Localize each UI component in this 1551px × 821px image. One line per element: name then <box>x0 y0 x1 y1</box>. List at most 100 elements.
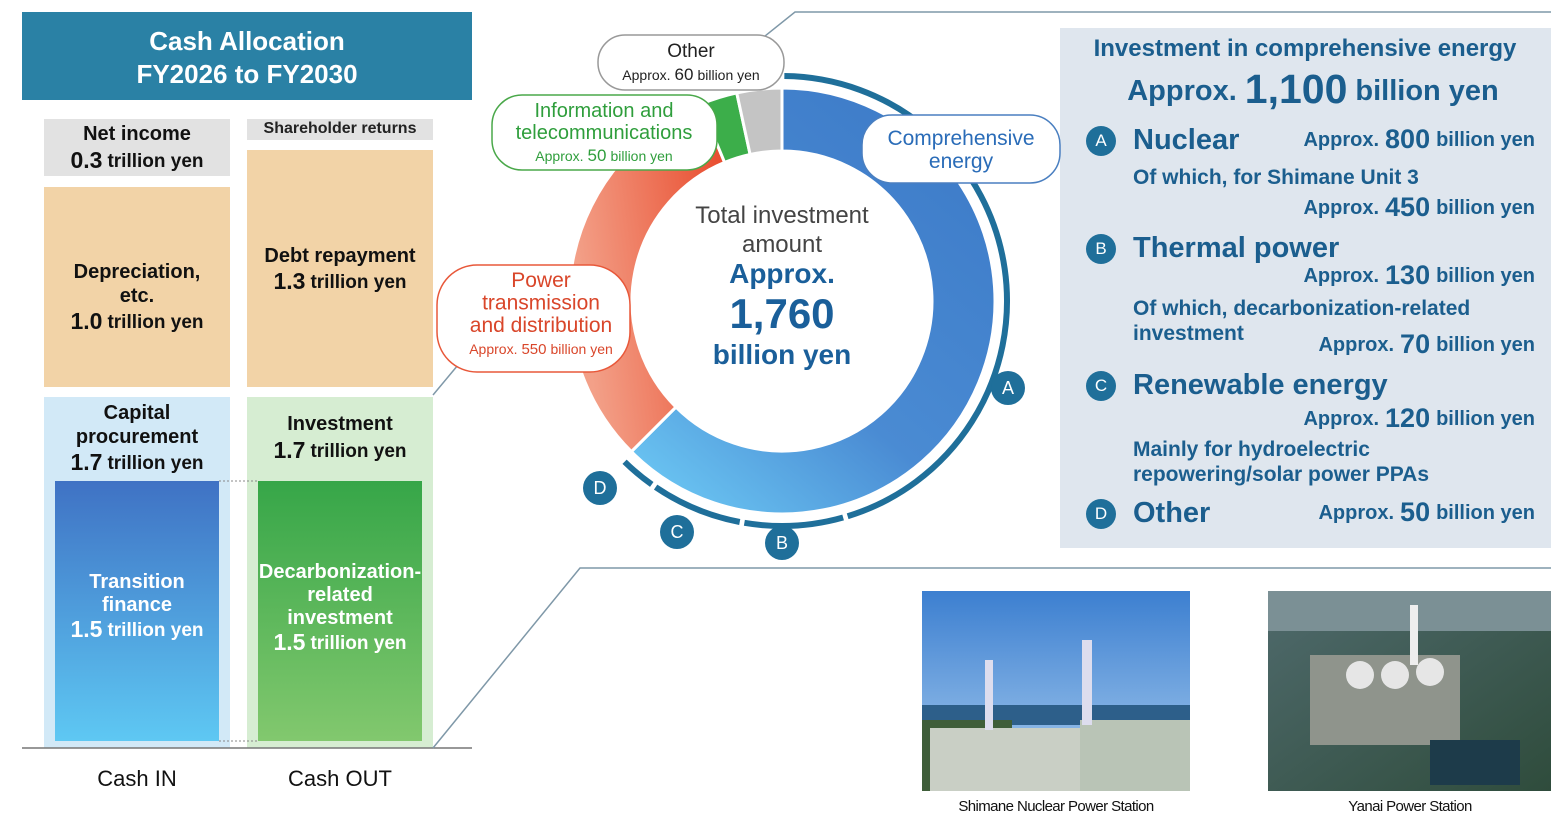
item-note-amount: Approx. 70 billion yen <box>1318 329 1535 359</box>
block-name: Transition <box>89 571 185 593</box>
text-part: Approx. <box>1303 197 1379 219</box>
text-part: related <box>307 584 373 606</box>
block-name: related <box>307 584 373 606</box>
photo-caption: Yanai Power Station <box>1348 798 1472 815</box>
text-part: energy <box>929 150 994 173</box>
text-part: Mainly for hydroelectric <box>1133 438 1370 461</box>
letter-badge <box>765 526 799 560</box>
item-amount: Approx. 130 billion yen <box>1303 260 1535 290</box>
shareholder-box <box>247 119 433 140</box>
text-part: trillion yen <box>310 272 406 293</box>
decarbonization-bar <box>258 481 422 741</box>
item-amount: Approx. 120 billion yen <box>1303 403 1535 433</box>
debt-box <box>247 150 433 387</box>
text-part: trillion yen <box>107 151 203 172</box>
text-part: Shimane Nuclear Power Station <box>958 798 1153 815</box>
item-note: investment <box>1133 322 1244 345</box>
text-part: and distribution <box>470 314 612 337</box>
text-part: 1.5 <box>273 629 305 655</box>
text-part: Approx. <box>469 341 517 357</box>
text-part: Approx. <box>535 148 583 164</box>
letter: D <box>594 478 607 498</box>
text-part: billion yen <box>1355 75 1498 107</box>
text-part: 1,100 <box>1245 66 1348 112</box>
text-part: Cash Allocation <box>149 26 345 56</box>
item-amount: Approx. 800 billion yen <box>1303 124 1535 154</box>
photo <box>922 591 1190 791</box>
text-part: 1.7 <box>273 437 305 463</box>
bubble-amount: Approx. 60 billion yen <box>622 65 759 84</box>
text-part: billion yen <box>697 67 759 83</box>
text-part: Approx. <box>729 258 835 289</box>
breakdown-panel <box>1060 28 1551 548</box>
other-bubble <box>597 34 785 91</box>
text-part: 0.3 <box>70 147 102 173</box>
letter: B <box>776 533 788 553</box>
text-part: investment <box>1133 322 1244 345</box>
text-part: transmission <box>482 291 600 314</box>
item-note: repowering/solar power PPAs <box>1133 463 1429 486</box>
block-name: Investment <box>287 413 393 435</box>
text-part: D <box>1095 504 1107 523</box>
text-part: Shareholder returns <box>264 120 417 137</box>
bubble-title: telecommunications <box>516 122 693 144</box>
text-part: 1.7 <box>70 449 102 475</box>
block-amount: 1.7 trillion yen <box>273 437 406 463</box>
net-income-box <box>44 119 230 176</box>
block-amount: 1.0 trillion yen <box>70 308 203 334</box>
bubble-title: transmission <box>482 291 600 314</box>
sub-arc <box>743 514 844 529</box>
item-note: Mainly for hydroelectric <box>1133 438 1370 461</box>
bubble-title: Comprehensive <box>887 127 1034 150</box>
letter: B <box>1095 239 1106 258</box>
text-part: Approx. <box>1318 502 1394 524</box>
center-total: 1,760 <box>729 290 834 337</box>
center-text: amount <box>742 231 822 258</box>
text-part: Nuclear <box>1133 124 1239 156</box>
item-note: Of which, for Shimane Unit 3 <box>1133 166 1419 189</box>
letter-badge <box>1086 371 1116 401</box>
text-part: billion yen <box>1436 265 1535 287</box>
bubble-title: Other <box>667 41 715 62</box>
text-part: Comprehensive <box>887 127 1034 150</box>
text-part: 1.5 <box>70 616 102 642</box>
block-name: Capital <box>104 402 171 424</box>
header-title: Cash Allocation <box>149 26 345 56</box>
text-part: telecommunications <box>516 122 693 144</box>
text-part: Information and <box>535 100 674 122</box>
donut-segment <box>629 86 997 516</box>
sub-arc <box>653 484 741 525</box>
text-part: Approx. <box>1303 129 1379 151</box>
text-part: 120 <box>1385 403 1430 433</box>
text-part: C <box>671 522 684 542</box>
item-name: Other <box>1133 497 1210 529</box>
bubble-title: Power <box>511 269 571 292</box>
text-part: Transition <box>89 571 185 593</box>
text-part: repowering/solar power PPAs <box>1133 463 1429 486</box>
text-part: Cash IN <box>97 766 176 791</box>
text-part: 450 <box>1385 192 1430 222</box>
letter-badge <box>1086 234 1116 264</box>
text-part: Other <box>667 41 715 62</box>
text-part: Of which, decarbonization-related <box>1133 297 1470 320</box>
photo-caption: Shimane Nuclear Power Station <box>958 798 1153 815</box>
letter-badge <box>583 471 617 505</box>
text-part: Investment <box>287 413 393 435</box>
text-part: Approx. <box>1303 408 1379 430</box>
comprehensive-bubble <box>861 114 1061 184</box>
text-part: Capital <box>104 402 171 424</box>
text-part: FY2026 to FY2030 <box>136 59 357 89</box>
letter: A <box>1002 378 1014 398</box>
power-bubble <box>436 264 631 373</box>
block-amount: 1.5 trillion yen <box>273 629 406 655</box>
guide-line <box>432 567 1551 749</box>
text-part: 130 <box>1385 260 1430 290</box>
text-part: billion yen <box>1436 502 1535 524</box>
text-part: B <box>1095 239 1106 258</box>
block-amount: 1.5 trillion yen <box>70 616 203 642</box>
text-part: Depreciation, <box>74 261 201 283</box>
text-part: 1.0 <box>70 308 102 334</box>
bubble-amount: Approx. 50 billion yen <box>535 146 672 165</box>
text-part: Total investment <box>695 202 869 229</box>
